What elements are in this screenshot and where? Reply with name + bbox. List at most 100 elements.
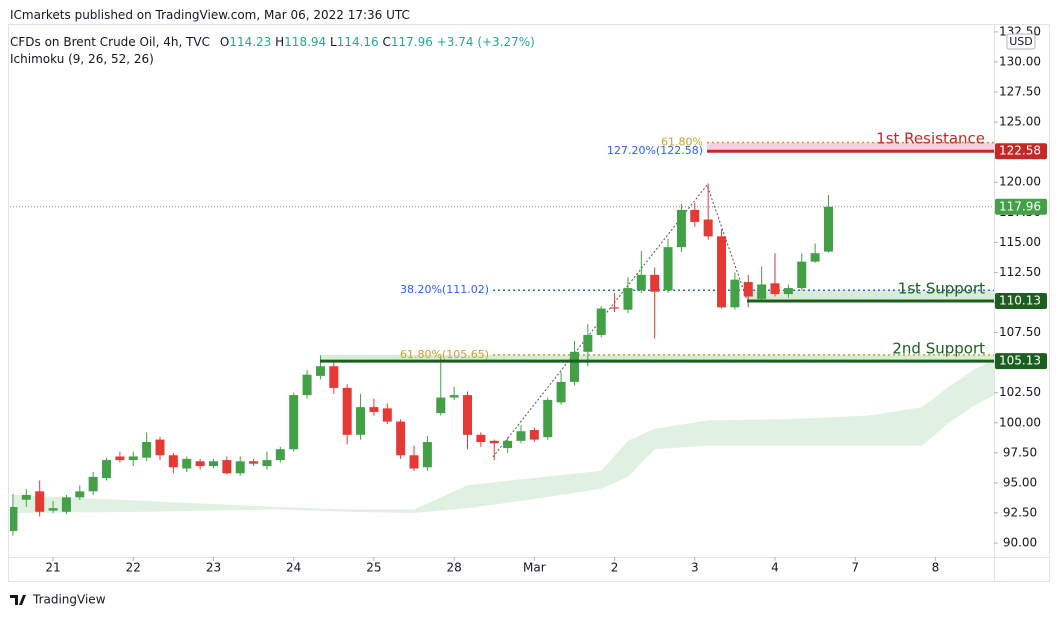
candle-body (583, 334, 593, 352)
candle-body (436, 397, 446, 414)
last-price-label: 117.96 (999, 199, 1041, 213)
x-tick-label: 8 (932, 561, 940, 575)
fib-label: 38.20%(111.02) (400, 283, 489, 296)
candle-body (569, 351, 579, 382)
candle-body (396, 421, 406, 456)
candle-body (329, 366, 339, 388)
candle-body (676, 209, 686, 248)
candle-body (289, 395, 299, 450)
logo-mark (10, 595, 26, 605)
candle-body (489, 440, 499, 444)
candle-body (743, 282, 753, 297)
c-value: 117.96 (390, 35, 433, 49)
last-price-tag (995, 198, 1047, 215)
o-value: 114.23 (229, 35, 272, 49)
candle-body (48, 508, 58, 511)
candle-body (182, 458, 192, 469)
candle-body (128, 456, 138, 461)
published: ICmarkets published on TradingView.com, … (10, 8, 410, 22)
candle-body (730, 279, 740, 308)
candle-body (155, 439, 165, 456)
candle-body (356, 407, 366, 435)
l-value: 114.16 (336, 35, 379, 49)
y-tick-label: 112.50 (999, 265, 1041, 279)
chart-frame (8, 24, 1050, 582)
y-tick-label: 127.50 (999, 85, 1041, 99)
c-letter: C (382, 35, 391, 49)
currency: USD (1009, 35, 1033, 48)
candle-body (529, 429, 539, 440)
brand: TradingView (32, 593, 106, 607)
x-tick-label: 2 (611, 561, 619, 575)
candle-body (342, 387, 352, 435)
plot (10, 141, 994, 536)
candle-body (61, 497, 71, 512)
candle-body (75, 491, 85, 498)
legend-line: CFDs on Brent Crude Oil, 4h, TVC O114.23… (10, 35, 535, 49)
candle-body (262, 460, 272, 467)
candle-body (556, 381, 566, 403)
logo (10, 595, 26, 605)
ichimoku-cloud (12, 360, 994, 513)
candle-body (88, 476, 98, 492)
candle-body (10, 506, 18, 532)
candle-body (409, 455, 419, 469)
price-tag-label: 105.13 (999, 354, 1041, 368)
candle-body (463, 395, 473, 435)
candle-body (757, 284, 767, 299)
y-tick-label: 95.00 (1003, 475, 1037, 489)
candle-body (422, 442, 432, 468)
candle-body (543, 399, 553, 438)
candle-body (503, 440, 513, 449)
fib-label: 127.20%(122.58) (607, 144, 703, 157)
candle-body (783, 288, 793, 295)
candle-body (369, 407, 379, 412)
price-tag (995, 353, 1047, 370)
indicator: Ichimoku (9, 26, 52, 26) (10, 52, 154, 66)
x-tick-label: 4 (771, 561, 779, 575)
x-tick-label: 21 (45, 561, 60, 575)
candle-body (275, 449, 285, 461)
fib-label: 61.80%(105.65) (400, 348, 489, 361)
y-tick-label: 107.50 (999, 325, 1041, 339)
candle-body (717, 236, 727, 308)
x-tick-label: Mar (523, 561, 546, 575)
candle-body (208, 461, 218, 467)
y-tick-label: 100.00 (999, 415, 1041, 429)
candle-body (195, 461, 205, 467)
candle-body (663, 247, 673, 291)
level-zone (707, 142, 994, 152)
x-tick-label: 3 (691, 561, 699, 575)
candle-body (610, 307, 620, 309)
x-tick-label: 28 (446, 561, 461, 575)
currency-box (1006, 33, 1036, 50)
x-tick-label: 7 (851, 561, 859, 575)
fib-label: 61.80% (661, 136, 703, 149)
candle-body (235, 461, 245, 474)
candle-body (690, 209, 700, 222)
price-tag (995, 292, 1047, 309)
candle-body (35, 491, 45, 512)
h-value: 118.94 (284, 35, 327, 49)
h-letter: H (275, 35, 285, 49)
candle-body (797, 261, 807, 289)
candle-body (636, 274, 646, 291)
price-tag-label: 122.58 (999, 144, 1041, 158)
candle-body (222, 460, 232, 474)
symbol: CFDs on Brent Crude Oil, 4h, TVC (10, 35, 211, 49)
x-tick-label: 24 (286, 561, 301, 575)
y-tick-label: 115.00 (999, 235, 1041, 249)
candle-body (168, 455, 178, 468)
price-tag (995, 143, 1047, 160)
y-tick-label: 102.50 (999, 385, 1041, 399)
candle-body (449, 395, 459, 398)
level-name: 2nd Support (892, 340, 985, 358)
y-tick-label: 120.00 (999, 175, 1041, 189)
y-tick-label: 97.50 (1003, 445, 1037, 459)
candle-body (142, 442, 152, 458)
change: +3.74 (+3.27%) (436, 35, 535, 49)
candle-body (249, 461, 259, 464)
candle-body (315, 366, 325, 376)
